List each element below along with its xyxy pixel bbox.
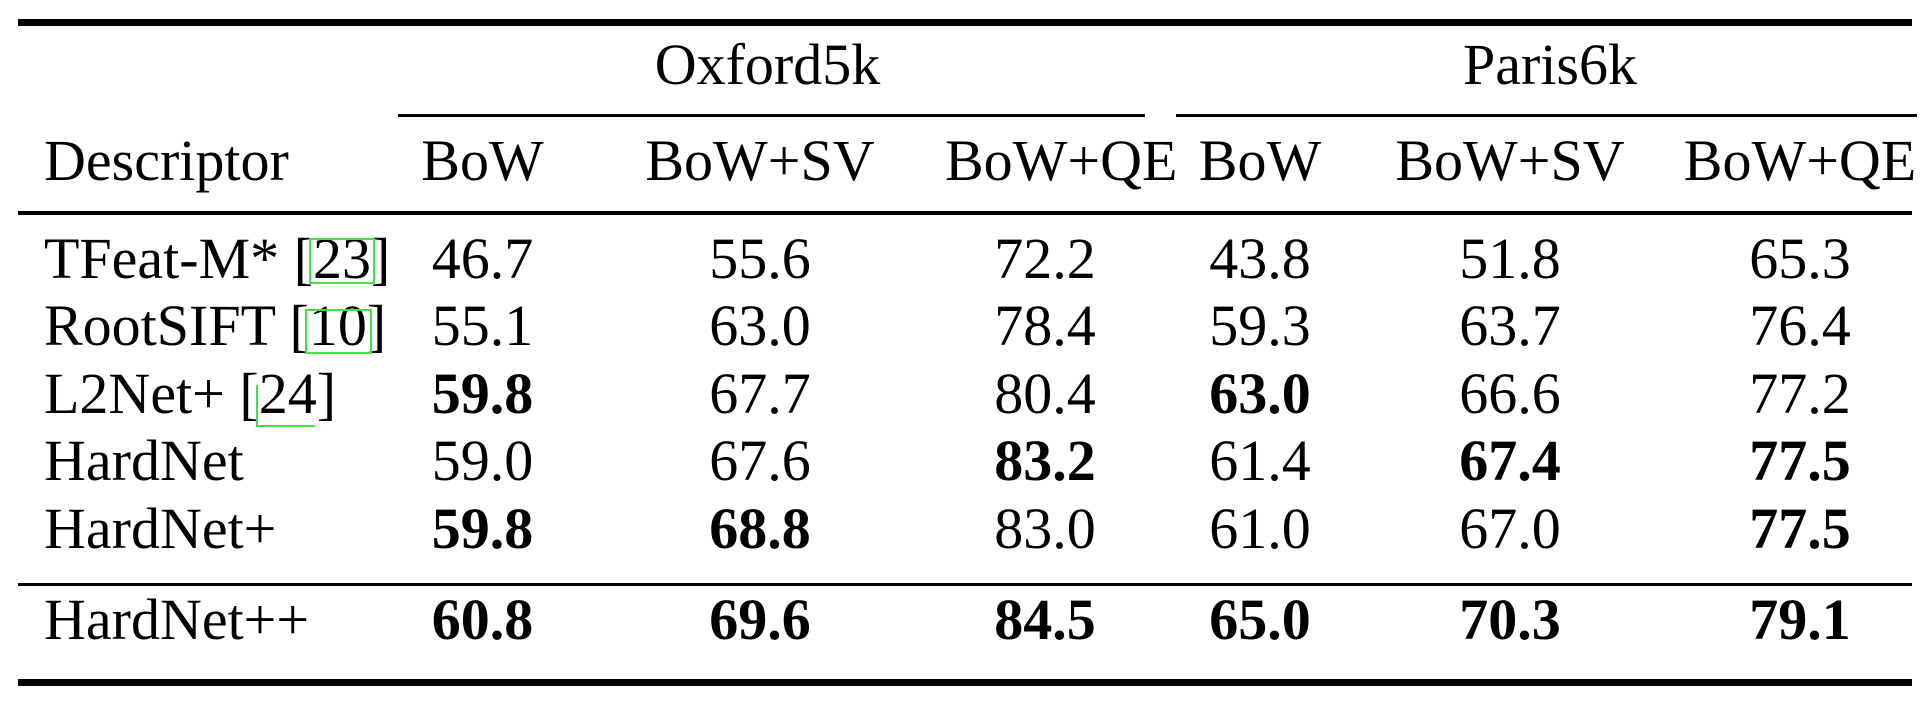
metric-value-cell: 59.8: [431, 496, 534, 561]
metric-value-cell: 67.4: [1459, 428, 1561, 493]
metric-value-cell: 67.7: [709, 361, 811, 426]
table-row-rootsift: RootSIFT [10] 55.1 63.0 78.4 59.3 63.7 7…: [18, 297, 1914, 355]
descriptor-cell: HardNet: [18, 432, 390, 490]
metric-value-cell: 77.5: [1749, 428, 1851, 493]
descriptor-name: HardNet+: [44, 496, 277, 561]
metric-value-cell: 84.5: [994, 587, 1096, 652]
metric-value-cell: 46.7: [431, 226, 534, 291]
footer-section-rule: [18, 583, 1912, 586]
dataset-group-header-row: Oxford5k Paris6k: [18, 36, 1914, 94]
metric-value-cell: 59.3: [1209, 293, 1311, 358]
column-header-bowqe-oxford: BoW+QE: [945, 128, 1178, 193]
metric-value-cell: 69.6: [709, 587, 811, 652]
metric-value-cell: 80.4: [994, 361, 1096, 426]
column-header-bowsv-oxford: BoW+SV: [645, 128, 875, 193]
metric-value-cell: 55.6: [709, 226, 811, 291]
group-header-oxford5k: Oxford5k: [654, 32, 881, 97]
metric-value-cell: 83.0: [994, 496, 1096, 561]
metric-value-cell: 63.0: [709, 293, 811, 358]
metric-value-cell: 55.1: [431, 293, 534, 358]
metric-value-cell: 66.6: [1459, 361, 1561, 426]
metric-value-cell: 79.1: [1749, 587, 1851, 652]
citation-link-23[interactable]: 23: [309, 230, 375, 288]
descriptor-name: HardNet++: [44, 587, 310, 652]
descriptor-cell: RootSIFT [10]: [44, 293, 387, 358]
descriptor-cell: HardNet+: [18, 500, 390, 558]
table-row-hardnet-plus: HardNet+ 59.8 68.8 83.0 61.0 67.0 77.5: [18, 500, 1914, 558]
descriptor-cell: L2Net+ [24]: [44, 361, 337, 427]
metric-value-cell: 76.4: [1749, 293, 1851, 358]
descriptor-name: RootSIFT: [44, 293, 276, 358]
descriptor-name: HardNet: [44, 428, 244, 493]
table-top-rule: [18, 19, 1912, 26]
metric-value-cell: 67.6: [709, 428, 811, 493]
column-header-descriptor: Descriptor: [44, 128, 289, 193]
header-midrule: [18, 211, 1912, 215]
citation-link-10[interactable]: 10: [304, 297, 372, 355]
metric-value-cell: 67.0: [1459, 496, 1561, 561]
table-row-hardnet: HardNet 59.0 67.6 83.2 61.4 67.4 77.5: [18, 432, 1914, 490]
metric-value-cell: 60.8: [431, 587, 534, 652]
descriptor-cell: HardNet++: [18, 591, 390, 649]
metric-value-cell: 68.8: [709, 496, 811, 561]
descriptor-name: TFeat-M*: [44, 226, 280, 291]
table-bottom-rule: [18, 679, 1912, 686]
citation-link-24[interactable]: 24: [255, 365, 317, 427]
oxford5k-cmidrule: [398, 114, 1145, 117]
metric-value-cell: 83.2: [994, 428, 1096, 493]
column-header-bow-paris: BoW: [1198, 128, 1322, 193]
metric-value-cell: 63.0: [1209, 361, 1311, 426]
metric-value-cell: 78.4: [994, 293, 1096, 358]
group-header-paris6k: Paris6k: [1463, 32, 1637, 97]
metric-value-cell: 77.5: [1749, 496, 1851, 561]
metric-value-cell: 72.2: [994, 226, 1096, 291]
paris6k-cmidrule: [1176, 114, 1917, 117]
column-header-bowsv-paris: BoW+SV: [1395, 128, 1625, 193]
metric-value-cell: 59.0: [431, 428, 534, 493]
table-row-hardnet-plus-plus: HardNet++ 60.8 69.6 84.5 65.0 70.3 79.1: [18, 591, 1914, 649]
descriptor-name: L2Net+: [44, 361, 225, 426]
column-header-bow-oxford: BoW: [421, 128, 544, 193]
metric-value-cell: 59.8: [431, 361, 534, 426]
metric-value-cell: 70.3: [1459, 587, 1561, 652]
table-row-l2net: L2Net+ [24] 59.8 67.7 80.4 63.0 66.6 77.…: [18, 361, 1914, 427]
column-header-row: Descriptor BoW BoW+SV BoW+QE BoW BoW+SV …: [18, 128, 1916, 193]
metric-value-cell: 43.8: [1209, 226, 1311, 291]
metric-value-cell: 61.4: [1209, 428, 1311, 493]
metric-value-cell: 61.0: [1209, 496, 1311, 561]
metric-value-cell: 63.7: [1459, 293, 1561, 358]
column-header-bowqe-paris: BoW+QE: [1683, 128, 1917, 193]
metric-value-cell: 65.0: [1209, 587, 1311, 652]
descriptor-cell: TFeat-M* [23]: [44, 226, 391, 291]
table-row-tfeat: TFeat-M* [23] 46.7 55.6 72.2 43.8 51.8 6…: [18, 230, 1914, 288]
metric-value-cell: 65.3: [1749, 226, 1851, 291]
metric-value-cell: 51.8: [1459, 226, 1561, 291]
metric-value-cell: 77.2: [1749, 361, 1851, 426]
